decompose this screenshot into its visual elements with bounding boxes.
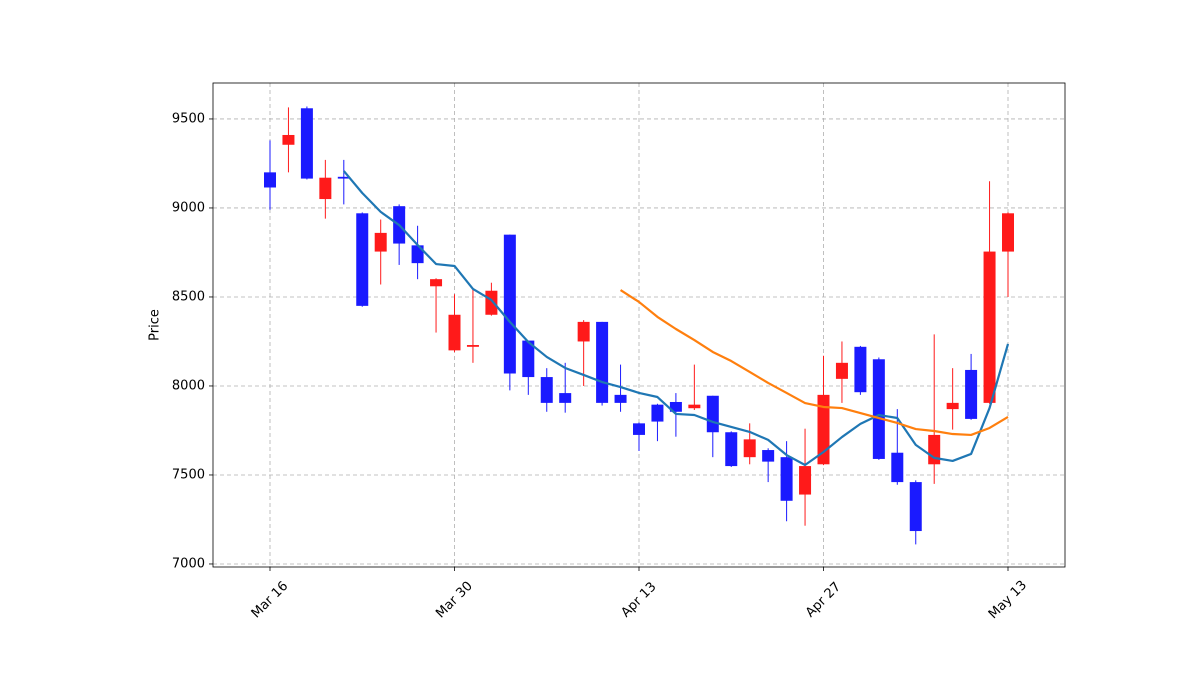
candle-body [614,394,627,403]
y-tick-label: 7000 [172,556,205,571]
x-tick-label: Apr 13 [618,579,659,620]
candle-body [928,434,941,465]
candle-body [835,362,848,379]
candle-body [337,176,350,179]
candle-body [669,401,682,412]
x-tick-label: May 13 [986,578,1030,622]
candle-body [983,251,996,403]
candle-body [706,395,719,433]
x-tick-label: Mar 30 [433,579,476,622]
candle-body [762,450,775,462]
moving-average-line [619,289,1009,437]
candle-body [522,340,535,378]
candle-body [264,172,276,188]
candle-body [909,482,922,532]
candle-body [891,452,904,483]
candle-body [466,345,479,347]
candle-body [282,134,295,145]
candle-body [430,279,443,287]
candle-body [688,404,701,409]
candle-body [319,177,332,200]
candle-body [356,213,369,306]
candle-body [577,321,590,342]
y-axis-label: Price [148,309,163,341]
candle-body [725,432,738,467]
candle-body [411,245,424,264]
candle-body [965,369,978,419]
candle-body [780,457,793,501]
candle-body [872,359,885,459]
candle-body [799,466,812,495]
candle-body [633,423,645,435]
y-tick-label: 8000 [172,378,205,393]
candle-body [374,232,387,252]
y-tick-label: 8500 [172,289,205,304]
candle-body [559,393,572,403]
candle-body [485,290,498,315]
candle-body [946,402,959,410]
candle-body [596,321,609,403]
y-tick-label: 7500 [172,467,205,482]
candle-body [817,394,830,465]
candle-body [1002,213,1014,252]
y-tick-label: 9000 [172,200,205,215]
candle-body [651,404,664,422]
plot-frame [212,82,1066,568]
candle-body [448,314,461,351]
y-tick-label: 9500 [172,111,205,126]
candle-body [540,377,553,403]
candle-body [854,346,867,393]
candle-body [503,234,516,374]
x-tick-label: Apr 27 [803,579,844,620]
x-tick-label: Mar 16 [249,579,292,622]
candle-body [743,439,756,458]
moving-average-line [342,170,1010,467]
candle-body [300,108,313,179]
